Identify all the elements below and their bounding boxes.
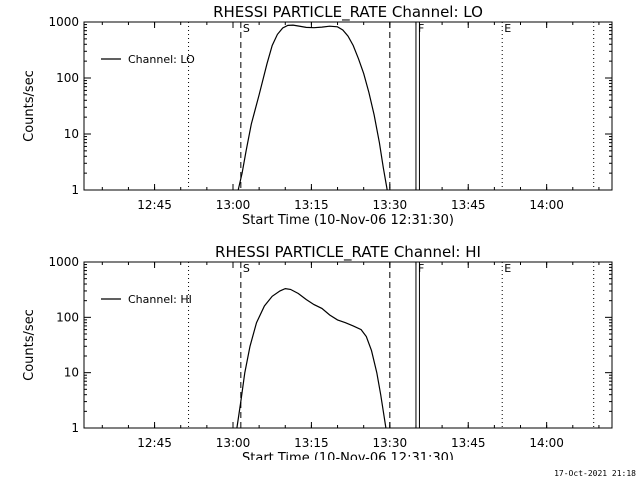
legend-entry: Channel: LO [128,53,195,66]
chart-title: RHESSI PARTICLE_RATE Channel: HI [215,243,481,262]
x-tick-label: 13:00 [216,436,251,450]
plot-frame [83,21,613,191]
x-axis-label: Start Time (10-Nov-06 12:31:30) [242,213,454,228]
x-tick-label: 13:15 [294,436,329,450]
x-tick-label: 14:00 [529,436,564,450]
series-line [237,24,388,191]
y-tick-label: 1000 [48,255,79,269]
chart-title: RHESSI PARTICLE_RATE Channel: LO [213,3,483,22]
x-tick-label: 13:30 [373,198,408,212]
x-tick-label: 12:45 [137,198,172,212]
x-tick-label: 13:45 [451,436,486,450]
y-tick-label: 10 [64,366,79,380]
hi-channel-panel: RHESSI PARTICLE_RATE Channel: HI 12:45 13:… [22,243,613,460]
x-tick-label: 12:45 [137,436,172,450]
y-tick-label: 1000 [48,15,79,29]
x-tick-label: 13:00 [216,198,251,212]
time-marker-label: E [504,22,511,35]
plot-frame [83,261,613,429]
y-tick-label: 100 [56,310,79,324]
x-tick-label: 13:30 [373,436,408,450]
x-tick-label: 13:15 [294,198,329,212]
y-tick-label: 100 [56,71,79,85]
time-marker-label: F [418,22,424,35]
y-axis-label: Counts/sec [22,70,37,142]
x-tick-label: 13:45 [451,198,486,212]
time-marker-label: F [418,262,424,275]
y-axis-label: Counts/sec [22,309,37,381]
timestamp-label: 17-Oct-2021 21:18 [554,469,636,478]
series-line [236,287,387,429]
x-axis-label: Start Time (10-Nov-06 12:31:30) [242,451,454,460]
time-marker-label: E [504,262,511,275]
time-marker-label: S [243,22,250,35]
lo-channel-panel: RHESSI PARTICLE_RATE Channel: LO 12:45 13:… [22,3,613,228]
y-tick-label: 1 [71,421,79,435]
y-tick-label: 1 [71,183,79,197]
x-tick-label: 14:00 [529,198,564,212]
legend-entry: Channel: HI [128,293,192,306]
time-marker-label: S [243,262,250,275]
y-tick-label: 10 [64,127,79,141]
particle-rate-charts: RHESSI PARTICLE_RATE Channel: LO 12:45 13:… [22,3,613,460]
